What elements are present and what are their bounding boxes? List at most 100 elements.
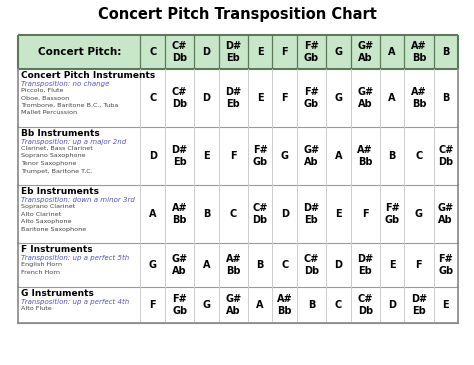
Text: Transposition: no change: Transposition: no change bbox=[21, 81, 109, 87]
Text: Piccolo, Flute: Piccolo, Flute bbox=[21, 88, 64, 93]
Text: C: C bbox=[149, 93, 156, 103]
Text: D: D bbox=[281, 209, 289, 219]
Text: B: B bbox=[256, 260, 264, 270]
Text: C#
Db: C# Db bbox=[172, 87, 187, 109]
Text: D#
Eb: D# Eb bbox=[303, 203, 319, 224]
Text: E: E bbox=[257, 47, 264, 57]
Text: Mallet Percussion: Mallet Percussion bbox=[21, 111, 77, 115]
Text: G: G bbox=[415, 209, 423, 219]
Text: Concert Pitch Transposition Chart: Concert Pitch Transposition Chart bbox=[98, 7, 376, 22]
Text: G#
Ab: G# Ab bbox=[357, 87, 373, 109]
Text: Concert Pitch:: Concert Pitch: bbox=[37, 47, 121, 57]
Text: D#
Eb: D# Eb bbox=[172, 145, 188, 166]
Text: Eb Instruments: Eb Instruments bbox=[21, 188, 99, 196]
Text: Concert Pitch Instruments: Concert Pitch Instruments bbox=[21, 72, 155, 81]
Text: D#
Eb: D# Eb bbox=[357, 254, 373, 276]
Text: A#
Bb: A# Bb bbox=[277, 295, 292, 316]
Text: Trombone, Baritone B.C., Tuba: Trombone, Baritone B.C., Tuba bbox=[21, 103, 118, 108]
Text: E: E bbox=[203, 151, 210, 161]
Text: Clarinet, Bass Clarinet: Clarinet, Bass Clarinet bbox=[21, 146, 93, 151]
Text: B: B bbox=[203, 209, 210, 219]
Text: F#
Gb: F# Gb bbox=[253, 145, 268, 166]
Text: D: D bbox=[334, 260, 342, 270]
Text: G: G bbox=[149, 260, 157, 270]
Text: Baritone Saxophone: Baritone Saxophone bbox=[21, 227, 86, 231]
Text: G#
Ab: G# Ab bbox=[225, 295, 241, 316]
Text: Tenor Saxophone: Tenor Saxophone bbox=[21, 161, 76, 166]
Text: B: B bbox=[442, 93, 449, 103]
Text: A: A bbox=[256, 300, 264, 310]
Text: C: C bbox=[230, 209, 237, 219]
Bar bbox=[18, 69, 458, 127]
Bar bbox=[18, 287, 458, 323]
Text: F#
Gb: F# Gb bbox=[384, 203, 400, 224]
Text: D#
Eb: D# Eb bbox=[225, 87, 241, 109]
Text: Alto Clarinet: Alto Clarinet bbox=[21, 211, 61, 216]
Text: F: F bbox=[282, 93, 288, 103]
Text: A#
Bb: A# Bb bbox=[411, 41, 427, 63]
Text: B: B bbox=[388, 151, 396, 161]
Text: G#
Ab: G# Ab bbox=[357, 41, 373, 63]
Text: F: F bbox=[149, 300, 156, 310]
Bar bbox=[18, 35, 458, 69]
Text: Transposition: up a perfect 5th: Transposition: up a perfect 5th bbox=[21, 254, 129, 261]
Text: C: C bbox=[335, 300, 342, 310]
Text: F#
Gb: F# Gb bbox=[304, 87, 319, 109]
Text: F Instruments: F Instruments bbox=[21, 246, 92, 254]
Text: G: G bbox=[334, 47, 342, 57]
Text: A: A bbox=[149, 209, 156, 219]
Text: D: D bbox=[202, 47, 210, 57]
Text: A#
Bb: A# Bb bbox=[411, 87, 427, 109]
Text: A: A bbox=[388, 47, 396, 57]
Text: E: E bbox=[389, 260, 395, 270]
Text: F#
Gb: F# Gb bbox=[438, 254, 453, 276]
Text: Transposition: down a minor 3rd: Transposition: down a minor 3rd bbox=[21, 196, 135, 203]
Text: Trumpet, Baritone T.C.: Trumpet, Baritone T.C. bbox=[21, 169, 92, 173]
Text: G: G bbox=[334, 93, 342, 103]
Bar bbox=[18, 185, 458, 243]
Bar bbox=[18, 127, 458, 185]
Text: G#
Ab: G# Ab bbox=[172, 254, 188, 276]
Text: Alto Saxophone: Alto Saxophone bbox=[21, 219, 72, 224]
Text: C: C bbox=[415, 151, 422, 161]
Text: C: C bbox=[281, 260, 288, 270]
Text: D#
Eb: D# Eb bbox=[411, 295, 427, 316]
Text: G: G bbox=[281, 151, 289, 161]
Text: G: G bbox=[202, 300, 210, 310]
Text: French Horn: French Horn bbox=[21, 269, 60, 274]
Text: A#
Bb: A# Bb bbox=[172, 203, 187, 224]
Text: A: A bbox=[203, 260, 210, 270]
Text: C: C bbox=[149, 47, 156, 57]
Text: Transposition: up a major 2nd: Transposition: up a major 2nd bbox=[21, 138, 126, 145]
Text: G Instruments: G Instruments bbox=[21, 289, 94, 299]
Text: A: A bbox=[388, 93, 396, 103]
Text: B: B bbox=[308, 300, 315, 310]
Bar bbox=[18, 243, 458, 287]
Text: D: D bbox=[202, 93, 210, 103]
Text: D#
Eb: D# Eb bbox=[225, 41, 241, 63]
Text: F: F bbox=[230, 151, 237, 161]
Text: F: F bbox=[362, 209, 368, 219]
Text: E: E bbox=[257, 93, 264, 103]
Text: F: F bbox=[416, 260, 422, 270]
Text: A#
Bb: A# Bb bbox=[357, 145, 373, 166]
Text: F#
Gb: F# Gb bbox=[172, 295, 187, 316]
Text: C#
Db: C# Db bbox=[253, 203, 268, 224]
Text: E: E bbox=[335, 209, 342, 219]
Text: Soprano Saxophone: Soprano Saxophone bbox=[21, 154, 86, 158]
Text: Oboe, Bassoon: Oboe, Bassoon bbox=[21, 96, 69, 100]
Text: Alto Flute: Alto Flute bbox=[21, 306, 52, 311]
Text: Soprano Clarinet: Soprano Clarinet bbox=[21, 204, 75, 209]
Text: A: A bbox=[335, 151, 342, 161]
Text: F: F bbox=[282, 47, 288, 57]
Text: C#
Db: C# Db bbox=[304, 254, 319, 276]
Text: D: D bbox=[149, 151, 157, 161]
Text: English Horn: English Horn bbox=[21, 262, 62, 267]
Text: E: E bbox=[442, 300, 449, 310]
Text: Bb Instruments: Bb Instruments bbox=[21, 130, 100, 138]
Text: C#
Db: C# Db bbox=[357, 295, 373, 316]
Text: G#
Ab: G# Ab bbox=[438, 203, 454, 224]
Text: Transposition: up a perfect 4th: Transposition: up a perfect 4th bbox=[21, 299, 129, 305]
Text: C#
Db: C# Db bbox=[438, 145, 454, 166]
Text: G#
Ab: G# Ab bbox=[303, 145, 319, 166]
